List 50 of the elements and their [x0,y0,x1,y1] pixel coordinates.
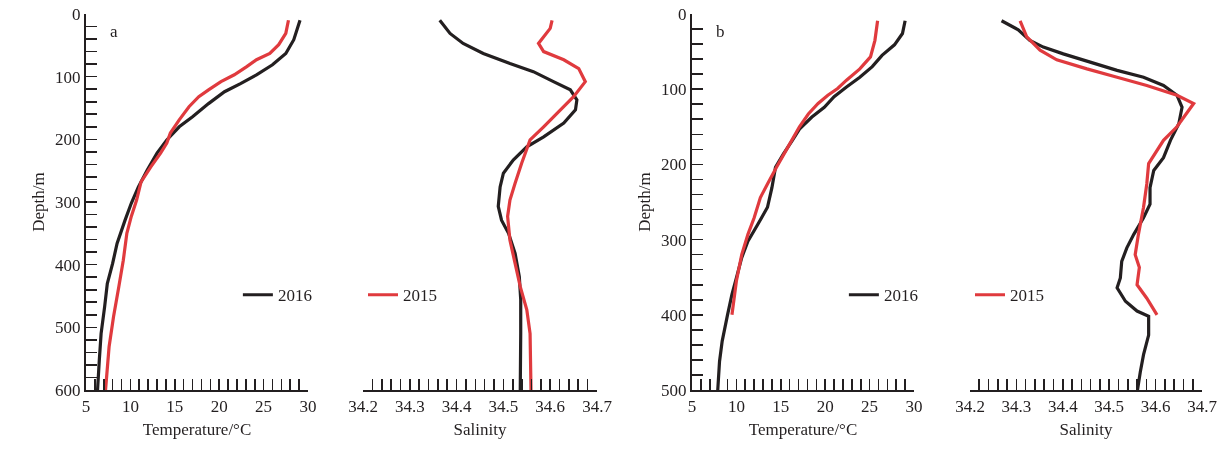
x-tick-label: 20 [816,397,834,417]
x-tick-label: 10 [121,397,139,417]
line-series [730,19,880,317]
y-tick-label: 100 [661,80,687,100]
y-tick-label: 500 [661,380,687,400]
x-tick-label: 30 [905,397,923,417]
x-tick-label: 34.2 [955,397,985,417]
annotation: a [110,22,118,41]
x-tick-label: 34.6 [535,397,566,417]
x-tick-label: 34.7 [582,397,613,417]
x-axis-title: Salinity [453,420,507,440]
x-tick-label: 15 [772,397,790,417]
y-axis-title: Depth/m [29,172,49,232]
y-tick-label: 0 [678,4,687,24]
legend-label: 2016 [277,286,312,306]
x-tick-label: 25 [255,397,273,417]
y-tick-label: 300 [55,192,81,212]
x-tick-label: 34.5 [488,397,519,417]
x-axis-title: Temperature/°C [748,420,858,440]
x-tick-label: 25 [861,397,879,417]
x-tick-label: 34.4 [1047,397,1079,417]
x-axis-title: Temperature/°C [142,420,252,440]
y-tick-label: 500 [55,318,81,338]
legend-label: 2015 [1010,286,1044,306]
x-tick-label: 34.2 [348,397,378,417]
annotation: b [716,22,725,41]
x-tick-label: 20 [210,397,228,417]
y-tick-label: 400 [661,305,687,325]
legend-label: 2016 [883,286,918,306]
x-tick-label: 30 [299,397,317,417]
x-tick-label: 34.5 [1094,397,1125,417]
x-axis-title: Salinity [1059,420,1113,440]
x-tick-label: 34.7 [1187,397,1218,417]
x-tick-label: 15 [166,397,184,417]
x-tick-label: 34.3 [394,397,425,417]
y-axis-title: Depth/m [635,172,655,232]
y-tick-label: 200 [55,130,81,150]
y-tick-label: 300 [661,230,687,250]
y-tick-label: 600 [55,380,81,400]
x-tick-label: 5 [81,397,91,417]
y-tick-label: 400 [55,255,81,275]
x-tick-label: 34.4 [441,397,472,417]
x-tick-label: 34.6 [1140,397,1171,417]
x-tick-label: 10 [727,397,745,417]
legend-label: 2015 [403,286,437,306]
x-tick-label: 5 [687,397,697,417]
y-tick-label: 0 [72,4,81,24]
y-tick-label: 200 [661,155,687,175]
x-tick-label: 34.3 [1001,397,1032,417]
y-tick-label: 100 [55,67,81,87]
